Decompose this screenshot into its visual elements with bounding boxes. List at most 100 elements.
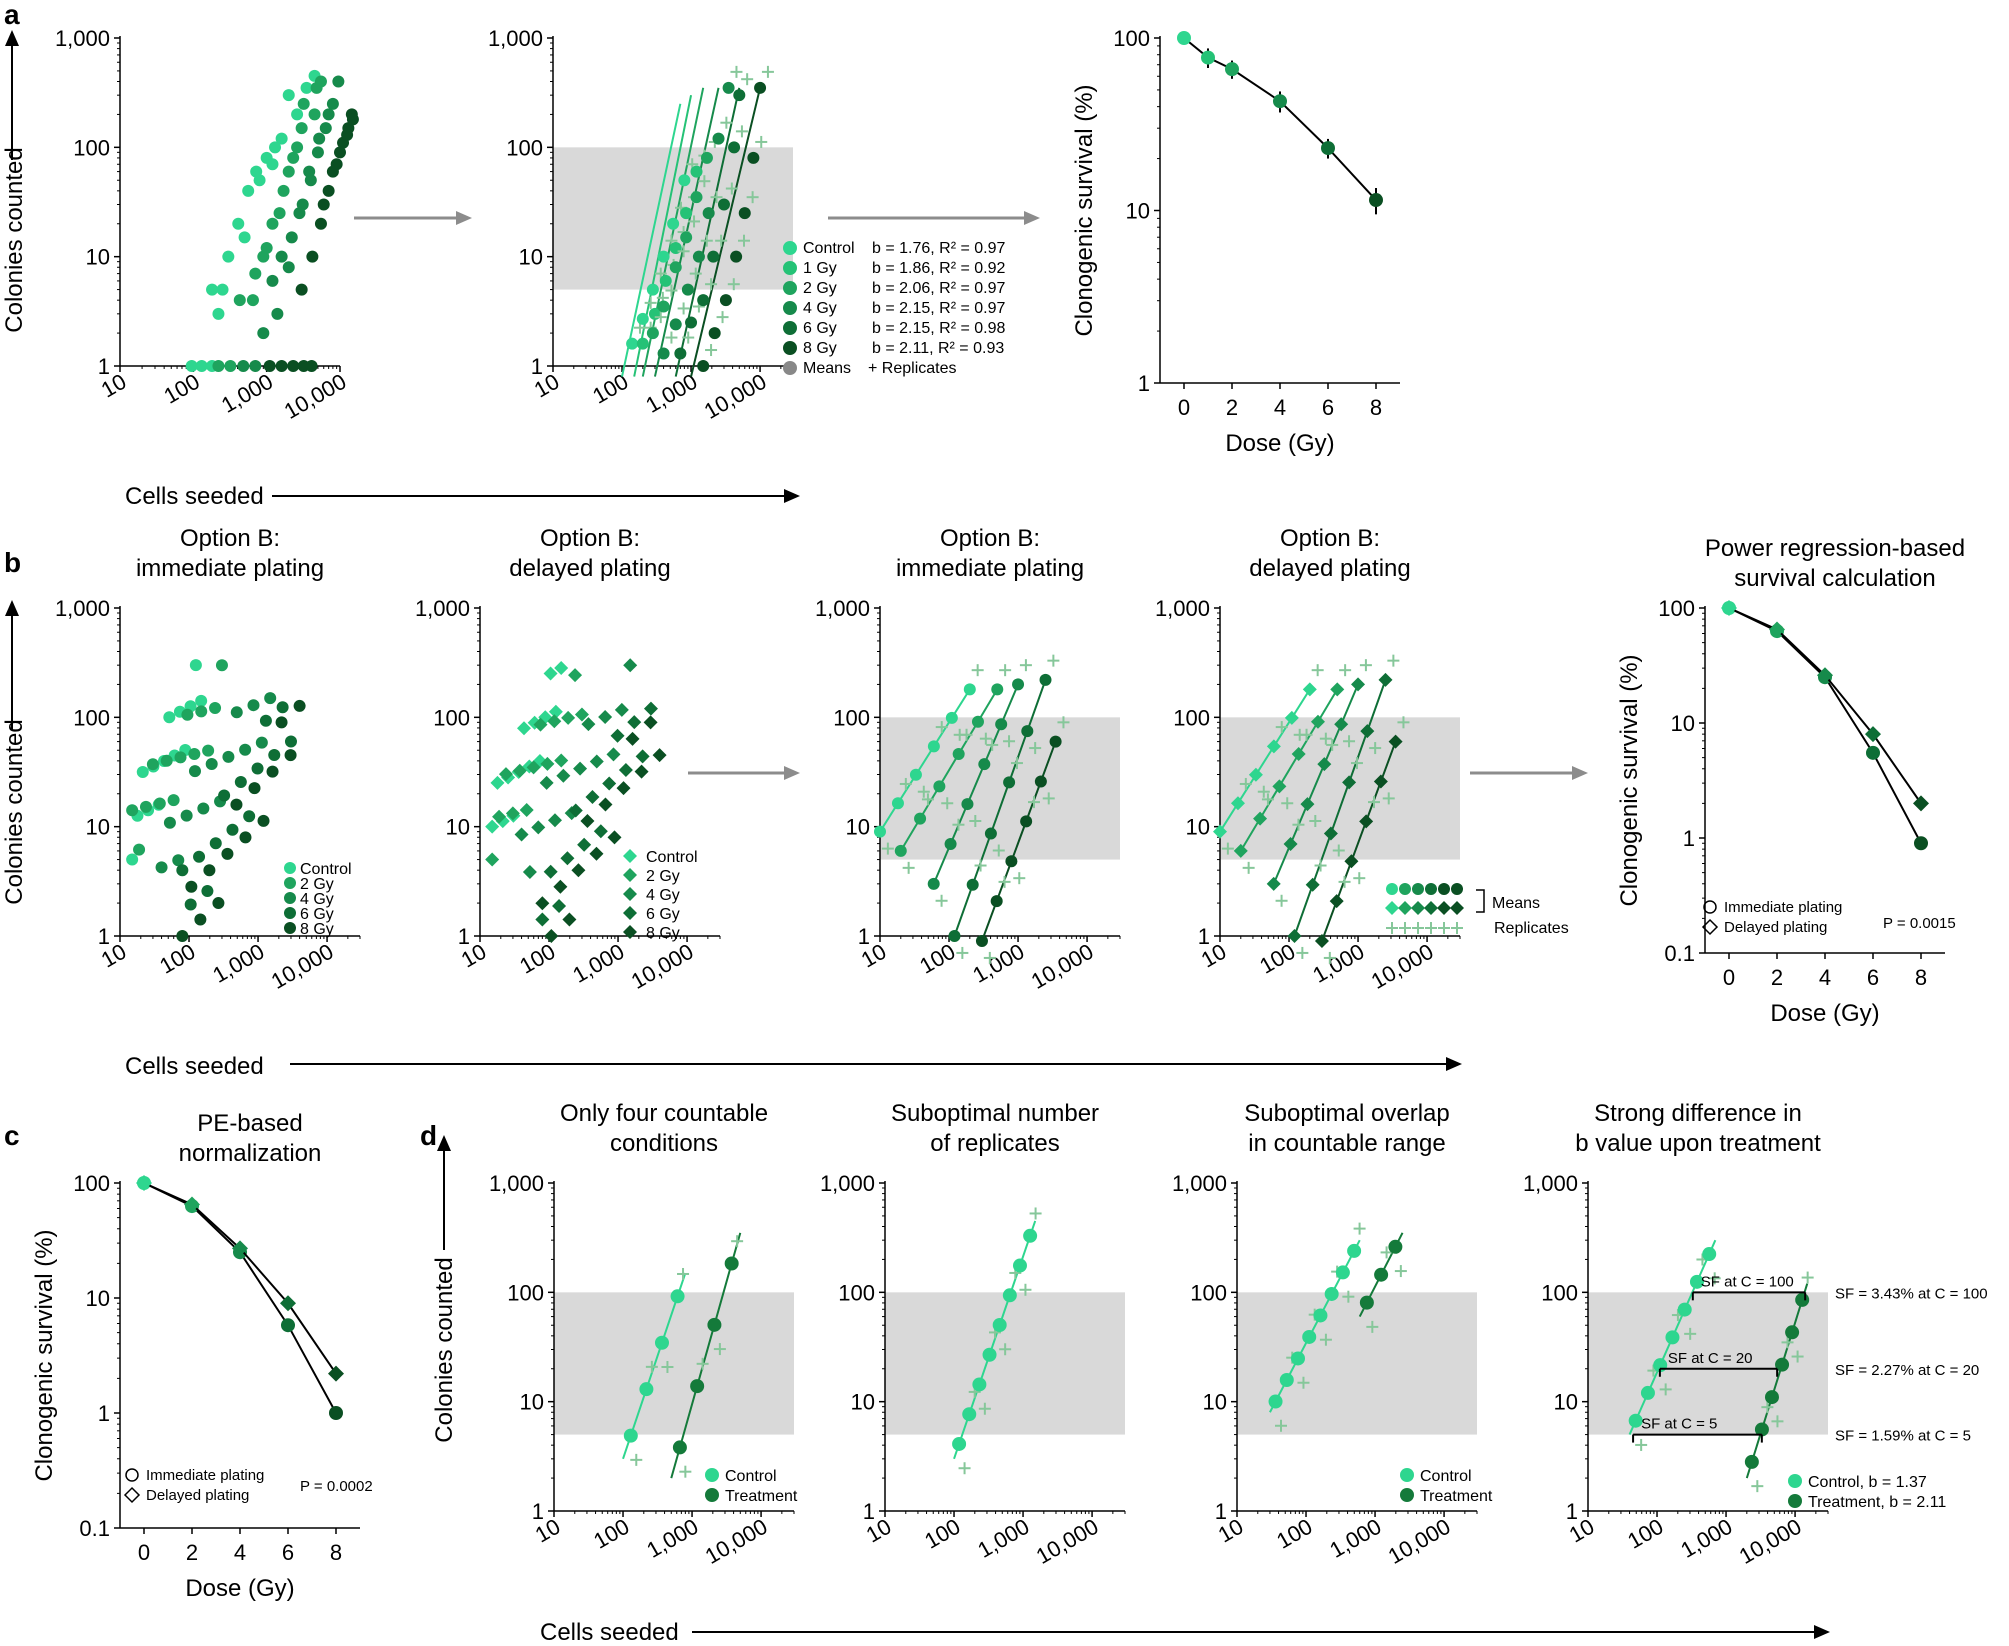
mean-point (1321, 141, 1335, 156)
replicate-plus (677, 1267, 690, 1280)
mean-point (257, 327, 270, 340)
legend-stat: b = 2.15, R² = 0.98 (872, 320, 1006, 337)
data-point (577, 837, 592, 852)
data-point (544, 928, 559, 943)
replicate-plus (1319, 732, 1332, 745)
mean-diamond (1359, 814, 1374, 829)
x-tick-label: 10,000 (1027, 939, 1098, 994)
x-tick-label: 1,000 (1676, 1514, 1736, 1563)
replicate-plus (986, 738, 999, 751)
mean-point (291, 108, 304, 121)
data-point (598, 709, 613, 724)
y-tick-label: 100 (1541, 1280, 1578, 1305)
x-tick-label: 10,000 (701, 1514, 772, 1569)
y-tick-label: 10 (1126, 199, 1150, 224)
data-point (554, 753, 569, 768)
mean-point (1225, 62, 1239, 77)
legend-label: Treatment, b = 2.11 (1808, 1494, 1946, 1511)
x-tick-label: 100 (915, 939, 959, 979)
replicate-plus (735, 125, 748, 138)
y-tick-label: 100 (507, 1280, 544, 1305)
replicate-plus (715, 234, 728, 247)
replicate-plus (1029, 1207, 1042, 1220)
data-point (212, 897, 225, 910)
legend-marker (623, 906, 637, 920)
data-point (189, 659, 202, 672)
mean-point (1388, 1239, 1403, 1254)
replicate-plus (1013, 872, 1026, 885)
legend-stat: b = 2.15, R² = 0.97 (872, 300, 1006, 317)
replicate-plus (1309, 815, 1322, 828)
mean-point (657, 347, 670, 360)
mean-diamond (1334, 717, 1349, 732)
mean-point (1795, 1292, 1810, 1307)
data-point (535, 912, 550, 927)
mean-point (975, 935, 988, 948)
mean-point (1268, 1394, 1283, 1409)
y-tick-label: 0.1 (79, 1516, 110, 1541)
replicate-plus (1382, 792, 1395, 805)
legend-marker (623, 925, 637, 939)
data-point (172, 854, 185, 867)
replicate-plus (705, 278, 718, 291)
data-point (505, 806, 520, 821)
mean-point (249, 360, 262, 372)
mean-point (1702, 1247, 1717, 1262)
replicate-plus (978, 1402, 991, 1415)
mean-point (291, 141, 304, 154)
panel-title: Only four countable (560, 1100, 768, 1127)
y-tick-label: 10 (86, 245, 110, 270)
mean-diamond (1233, 843, 1248, 858)
data-point (163, 816, 176, 829)
mean-point (944, 837, 957, 850)
legend-label: Control (1420, 1468, 1472, 1485)
data-point (146, 758, 159, 771)
mean-point (733, 89, 746, 102)
data-point (185, 880, 198, 893)
legend-marker (123, 1486, 141, 1504)
mean-point (670, 1289, 685, 1304)
data-point (580, 814, 595, 829)
mean-point (1335, 1265, 1350, 1280)
y-axis-label: Clonogenic survival (%) (1616, 654, 1643, 906)
data-point (251, 762, 264, 775)
replicate-plus (1314, 859, 1327, 872)
fit-curve (1728, 607, 1922, 804)
y-tick-label: 1,000 (1523, 1171, 1578, 1196)
mean-point (654, 1335, 669, 1350)
y-tick-label: 1,000 (489, 1171, 544, 1196)
replicate-plus (720, 116, 733, 129)
mean-point (266, 217, 279, 230)
mean-point (702, 207, 715, 220)
x-tick-label: 100 (589, 1514, 633, 1554)
mean-diamond (1330, 682, 1345, 697)
data-point (218, 789, 231, 802)
mean-point (1866, 745, 1880, 760)
mean-point (216, 283, 229, 296)
legend-label: Immediate plating (1724, 899, 1842, 916)
mean-point (195, 360, 208, 372)
mean-point (1034, 775, 1047, 788)
fit-curve (143, 1182, 337, 1375)
mean-point (269, 141, 282, 154)
legend-marker (284, 892, 296, 904)
replicate-plus (960, 728, 973, 741)
replicate-plus (1297, 1376, 1310, 1389)
mean-diamond (1305, 877, 1320, 892)
data-point (181, 708, 194, 721)
mean-point (646, 283, 659, 296)
mean-diamond (1721, 600, 1737, 616)
mean-point (334, 146, 346, 159)
replicate-plus (1369, 742, 1382, 755)
y-direction-arrow-head (5, 600, 19, 616)
mean-diamond (1310, 714, 1325, 729)
mean-point (1347, 1243, 1362, 1258)
data-point (205, 757, 218, 770)
mean-point (681, 283, 694, 296)
mean-point (263, 360, 276, 372)
mean-point (680, 231, 693, 244)
replicate-plus (705, 344, 718, 357)
mean-point (914, 812, 927, 825)
replicate-plus (935, 721, 948, 734)
legend-marker (1400, 1488, 1414, 1502)
